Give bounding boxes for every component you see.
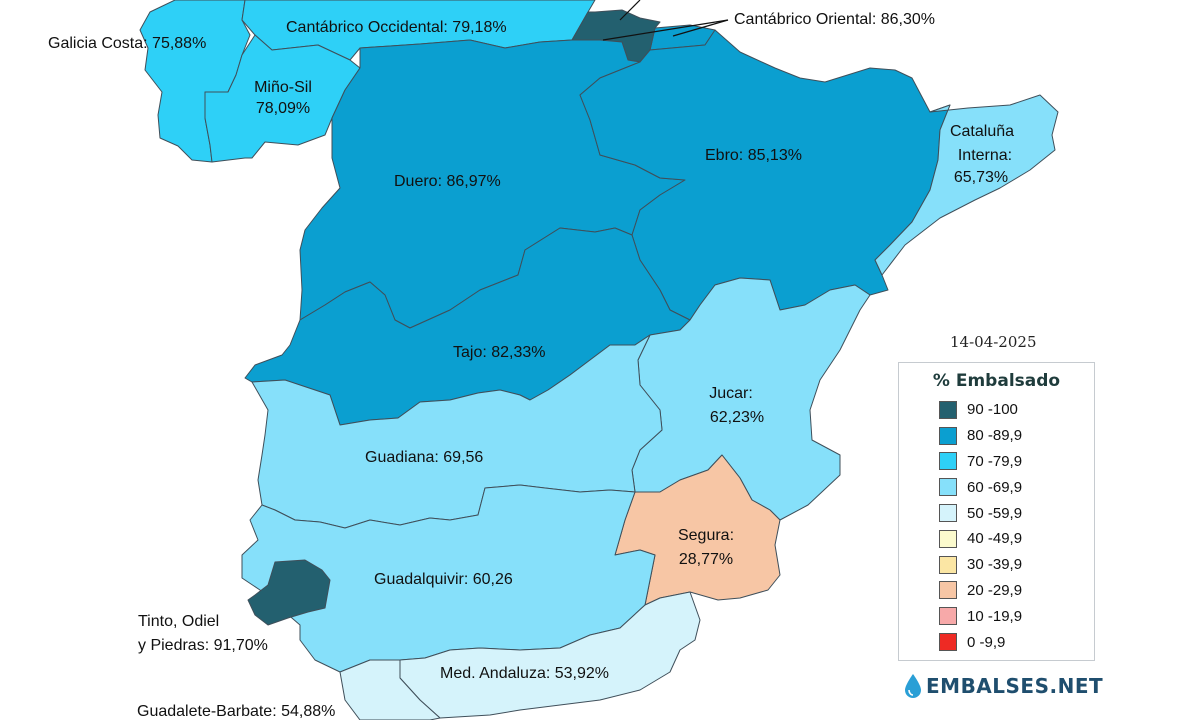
legend-swatch bbox=[939, 529, 957, 548]
legend-swatch bbox=[939, 426, 957, 445]
label-med-andaluza: Med. Andaluza: 53,92% bbox=[440, 665, 609, 682]
label-cataluna-1: Cataluña bbox=[950, 123, 1014, 140]
legend-item: 60 -69,9 bbox=[899, 474, 1094, 500]
legend-swatch bbox=[939, 581, 957, 600]
legend-label: 90 -100 bbox=[967, 401, 1018, 419]
legend-items: 90 -100 80 -89,9 70 -79,9 60 -69,9 50 -59,9 4… bbox=[899, 397, 1094, 655]
legend-label: 20 -29,9 bbox=[967, 581, 1023, 599]
water-drop-icon bbox=[905, 674, 921, 698]
label-segura-value: 28,77% bbox=[679, 551, 733, 568]
label-cataluna-3: 65,73% bbox=[954, 169, 1008, 186]
label-guadalquivir: Guadalquivir: 60,26 bbox=[374, 571, 513, 588]
legend-item: 90 -100 bbox=[899, 397, 1094, 423]
brand-logo[interactable]: EMBALSES.NET bbox=[904, 670, 1103, 702]
label-guadiana: Guadiana: 69,56 bbox=[365, 449, 483, 466]
legend-label: 80 -89,9 bbox=[967, 427, 1023, 445]
legend-label: 30 -39,9 bbox=[967, 556, 1023, 574]
legend-item: 40 -49,9 bbox=[899, 526, 1094, 552]
label-cantabrico-oriental: Cantábrico Oriental: 86,30% bbox=[734, 11, 935, 28]
legend-item: 20 -29,9 bbox=[899, 578, 1094, 604]
basin-mino-sil[interactable] bbox=[204, 34, 361, 163]
legend-swatch bbox=[939, 555, 957, 574]
leader-line-oriental-1 bbox=[602, 19, 729, 41]
legend-label: 50 -59,9 bbox=[967, 504, 1023, 522]
legend: % Embalsado 90 -100 80 -89,9 70 -79,9 60 -6… bbox=[898, 362, 1095, 661]
basin-guadalete-barbate[interactable] bbox=[339, 659, 441, 720]
legend-item: 10 -19,9 bbox=[899, 603, 1094, 629]
legend-label: 60 -69,9 bbox=[967, 478, 1023, 496]
legend-item: 0 -9,9 bbox=[899, 629, 1094, 655]
legend-swatch bbox=[939, 400, 957, 419]
legend-item: 70 -79,9 bbox=[899, 449, 1094, 475]
legend-title: % Embalsado bbox=[932, 371, 1061, 391]
basin-tinto-odiel-piedras[interactable] bbox=[247, 559, 331, 626]
label-guadalete-barbate: Guadalete-Barbate: 54,88% bbox=[137, 703, 335, 720]
label-duero: Duero: 86,97% bbox=[394, 173, 501, 190]
label-jucar-value: 62,23% bbox=[710, 409, 764, 426]
basin-med-andaluza[interactable] bbox=[399, 591, 701, 719]
legend-item: 30 -39,9 bbox=[899, 552, 1094, 578]
label-segura-name: Segura: bbox=[678, 527, 734, 544]
leader-line-basque bbox=[619, 0, 641, 21]
legend-label: 40 -49,9 bbox=[967, 530, 1023, 548]
legend-label: 10 -19,9 bbox=[967, 607, 1023, 625]
legend-label: 70 -79,9 bbox=[967, 452, 1023, 470]
label-tinto-odiel-2: y Piedras: 91,70% bbox=[138, 637, 268, 654]
map-date: 14-04-2025 bbox=[950, 333, 1037, 351]
label-mino-sil-value: 78,09% bbox=[256, 100, 310, 117]
legend-item: 80 -89,9 bbox=[899, 423, 1094, 449]
label-ebro: Ebro: 85,13% bbox=[705, 147, 802, 164]
label-cantabrico-occidental: Cantábrico Occidental: 79,18% bbox=[286, 19, 507, 36]
legend-swatch bbox=[939, 452, 957, 471]
legend-label: 0 -9,9 bbox=[967, 633, 1006, 651]
legend-item: 50 -59,9 bbox=[899, 500, 1094, 526]
brand-text: EMBALSES.NET bbox=[926, 674, 1104, 698]
legend-swatch bbox=[939, 633, 957, 652]
basin-cataluna-interna[interactable] bbox=[874, 94, 1059, 276]
leader-line-oriental-2 bbox=[672, 19, 729, 37]
label-tajo: Tajo: 82,33% bbox=[453, 344, 546, 361]
label-mino-sil-name: Miño-Sil bbox=[254, 79, 312, 96]
label-galicia-costa: Galicia Costa: 75,88% bbox=[48, 35, 206, 52]
legend-swatch bbox=[939, 607, 957, 626]
legend-swatch bbox=[939, 504, 957, 523]
label-cataluna-2: Interna: bbox=[958, 147, 1012, 164]
label-jucar-name: Jucar: bbox=[709, 385, 753, 402]
label-tinto-odiel-1: Tinto, Odiel bbox=[138, 613, 219, 630]
legend-swatch bbox=[939, 478, 957, 497]
